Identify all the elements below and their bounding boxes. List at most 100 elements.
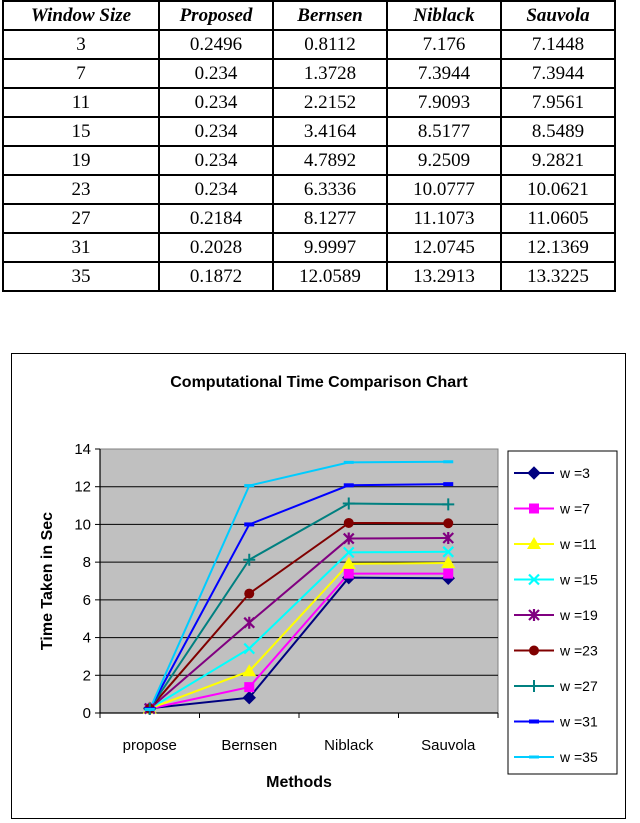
data-point bbox=[244, 522, 255, 527]
data-point bbox=[442, 531, 455, 544]
table-header-row: Window Size Proposed Bernsen Niblack Sau… bbox=[2, 0, 616, 31]
legend-label: w =19 bbox=[559, 607, 598, 623]
data-point bbox=[242, 690, 256, 705]
legend-marker bbox=[529, 755, 539, 759]
series-line bbox=[149, 572, 449, 710]
table-row: 7 0.234 1.3728 7.3944 7.3944 bbox=[2, 58, 616, 89]
data-point bbox=[342, 532, 355, 545]
table-cell: 23 bbox=[2, 174, 160, 205]
table-cell: 0.234 bbox=[158, 87, 274, 118]
table-cell: 2.2152 bbox=[272, 87, 388, 118]
data-point bbox=[341, 556, 356, 569]
table-cell: 15 bbox=[2, 116, 160, 147]
y-tick-label: 4 bbox=[83, 630, 91, 647]
header-niblack: Niblack bbox=[386, 0, 502, 31]
legend-marker bbox=[527, 466, 541, 480]
legend-marker bbox=[529, 645, 539, 656]
table-cell: 8.5177 bbox=[386, 116, 502, 147]
table-cell: 12.0589 bbox=[272, 261, 388, 292]
table-cell: 1.3728 bbox=[272, 58, 388, 89]
table-cell: 7.1448 bbox=[500, 29, 616, 60]
y-axis-title: Time Taken in Sec bbox=[39, 512, 56, 650]
legend-marker bbox=[529, 503, 539, 514]
data-point bbox=[243, 553, 256, 566]
table-cell: 8.1277 bbox=[272, 203, 388, 234]
table-cell: 3.4164 bbox=[272, 116, 388, 147]
table-cell: 12.0745 bbox=[386, 232, 502, 263]
chart-title: Computational Time Comparison Chart bbox=[170, 374, 468, 391]
table-cell: 0.2028 bbox=[158, 232, 274, 263]
table-cell: 7.176 bbox=[386, 29, 502, 60]
table-cell: 10.0777 bbox=[386, 174, 502, 205]
table-cell: 7 bbox=[2, 58, 160, 89]
table-cell: 3 bbox=[2, 29, 160, 60]
results-table: Window Size Proposed Bernsen Niblack Sau… bbox=[2, 0, 616, 292]
data-point bbox=[342, 497, 355, 510]
x-axis-title: Methods bbox=[266, 774, 332, 791]
table-cell: 9.2821 bbox=[500, 145, 616, 176]
data-point bbox=[343, 568, 354, 579]
table-cell: 8.5489 bbox=[500, 116, 616, 147]
series-line bbox=[149, 576, 449, 710]
y-tick-label: 0 bbox=[83, 705, 91, 722]
table-cell: 11 bbox=[2, 87, 160, 118]
table-cell: 7.3944 bbox=[386, 58, 502, 89]
table-cell: 11.0605 bbox=[500, 203, 616, 234]
table-cell: 13.2913 bbox=[386, 261, 502, 292]
table-cell: 9.2509 bbox=[386, 145, 502, 176]
y-tick-label: 6 bbox=[83, 592, 91, 609]
data-point bbox=[443, 568, 454, 579]
legend-marker bbox=[529, 719, 539, 724]
data-point bbox=[443, 482, 454, 487]
table-cell: 7.3944 bbox=[500, 58, 616, 89]
data-point bbox=[244, 588, 255, 599]
legend-label: w =7 bbox=[559, 501, 590, 517]
header-sauvola: Sauvola bbox=[500, 0, 616, 31]
table-cell: 6.3336 bbox=[272, 174, 388, 205]
legend-label: w =31 bbox=[559, 714, 598, 730]
data-point bbox=[443, 518, 454, 529]
series-line bbox=[149, 561, 449, 710]
y-tick-label: 14 bbox=[74, 441, 91, 458]
table-cell: 0.234 bbox=[158, 145, 274, 176]
data-point bbox=[442, 546, 455, 558]
data-point bbox=[441, 555, 456, 568]
series-line bbox=[148, 502, 449, 710]
data-point bbox=[343, 483, 354, 488]
y-tick-label: 12 bbox=[74, 479, 91, 496]
table-cell: 0.2496 bbox=[158, 29, 274, 60]
table-cell: 13.3225 bbox=[500, 261, 616, 292]
table-cell: 27 bbox=[2, 203, 160, 234]
series-line bbox=[148, 521, 449, 710]
table-cell: 12.1369 bbox=[500, 232, 616, 263]
legend-label: w =27 bbox=[559, 678, 598, 694]
x-tick-label: Sauvola bbox=[421, 737, 476, 754]
table-cell: 11.1073 bbox=[386, 203, 502, 234]
table-row: 35 0.1872 12.0589 13.2913 13.3225 bbox=[2, 261, 616, 292]
data-point bbox=[242, 664, 257, 677]
data-point bbox=[144, 707, 155, 711]
data-point bbox=[243, 616, 256, 629]
data-point bbox=[343, 517, 354, 528]
header-window-size: Window Size bbox=[2, 0, 160, 31]
x-tick-label: Niblack bbox=[324, 737, 374, 754]
table-cell: 19 bbox=[2, 145, 160, 176]
table-cell: 9.9997 bbox=[272, 232, 388, 263]
table-row: 11 0.234 2.2152 7.9093 7.9561 bbox=[2, 87, 616, 118]
data-point bbox=[343, 460, 354, 464]
table-cell: 0.234 bbox=[158, 174, 274, 205]
header-bernsen: Bernsen bbox=[272, 0, 388, 31]
series-line bbox=[149, 536, 449, 710]
data-point bbox=[443, 460, 454, 464]
y-tick-label: 2 bbox=[83, 667, 91, 684]
x-tick-label: propose bbox=[123, 737, 177, 754]
legend-box bbox=[507, 450, 618, 775]
legend-label: w =11 bbox=[559, 536, 597, 552]
table-row: 27 0.2184 8.1277 11.1073 11.0605 bbox=[2, 203, 616, 234]
legend-label: w =15 bbox=[559, 572, 598, 588]
data-point bbox=[244, 484, 255, 488]
table-row: 3 0.2496 0.8112 7.176 7.1448 bbox=[2, 29, 616, 60]
table-row: 19 0.234 4.7892 9.2509 9.2821 bbox=[2, 145, 616, 176]
legend-marker bbox=[528, 680, 540, 692]
table-cell: 0.1872 bbox=[158, 261, 274, 292]
